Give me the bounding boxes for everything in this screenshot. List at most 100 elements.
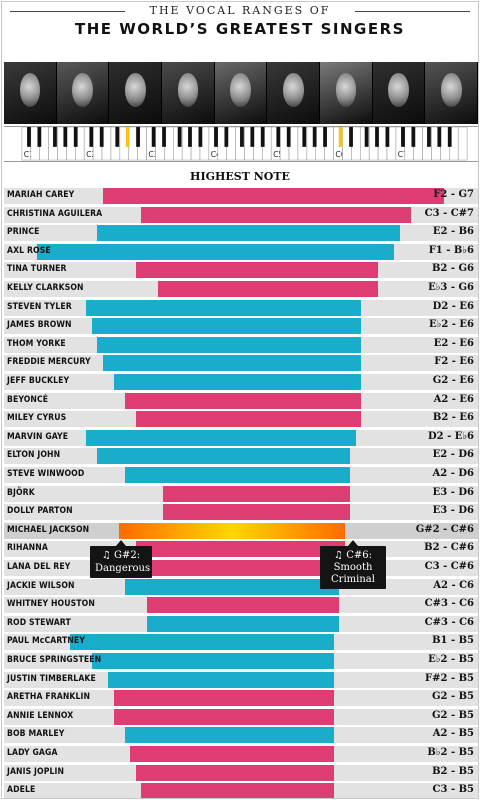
singer-row: MARVIN GAYE D2 - E♭6: [4, 429, 478, 446]
black-key: [37, 127, 42, 147]
row-track-left: [4, 355, 103, 372]
tooltip-note: C#6:: [346, 550, 372, 561]
singer-name: BRUCE SPRINGSTEEN: [7, 655, 102, 665]
black-key: [364, 127, 369, 147]
singer-photo: [425, 62, 478, 124]
range-bar: [130, 746, 334, 762]
row-track-left: [4, 615, 147, 632]
page-title: THE WORLD’S GREATEST SINGERS: [75, 20, 405, 38]
singer-row: STEVEN TYLER D2 - E6: [4, 299, 478, 316]
singer-face: [72, 73, 93, 108]
range-bar: [119, 522, 345, 539]
row-track-right: [377, 262, 478, 279]
range-bar: [146, 597, 339, 614]
singer-name: FREDDIE MERCURY: [7, 357, 91, 368]
range-label: E2 - D6: [432, 449, 474, 461]
black-key: [312, 127, 317, 147]
kicker-rule-left: [10, 11, 125, 12]
row-track-left: [4, 597, 147, 614]
range-label: B2 - G6: [431, 263, 474, 275]
row-track-left: [4, 188, 103, 204]
singer-face: [230, 73, 251, 108]
tooltip-high-note: ♫ C#6: Smooth Criminal: [320, 546, 386, 589]
singer-name: ANNIE LENNOX: [7, 710, 74, 721]
row-track-right: [333, 653, 478, 669]
range-label: F2 - G7: [433, 189, 474, 200]
row-track-left: [4, 764, 136, 781]
tooltip-song: Smooth Criminal: [331, 562, 375, 585]
singer-name: MARIAH CAREY: [7, 190, 75, 200]
range-label: B2 - E6: [432, 412, 474, 424]
row-track-left: [4, 243, 37, 260]
black-key: [401, 127, 405, 147]
row-track-right: [350, 448, 478, 465]
singer-name: STEVE WINWOOD: [7, 469, 85, 479]
row-track-right: [394, 243, 478, 260]
singer-row: FREDDIE MERCURY F2 - E6: [4, 354, 478, 372]
row-track-left: [4, 746, 130, 762]
black-key: [349, 127, 353, 147]
singer-row: MILEY CYRUS B2 - E6: [4, 410, 478, 428]
row-track-right: [333, 783, 478, 798]
black-key: [427, 127, 431, 147]
row-track-left: [4, 727, 125, 744]
singer-photo: [162, 62, 215, 124]
row-track-right: [350, 504, 478, 521]
tooltip-low-arrow: [116, 540, 126, 546]
singer-name: AXL ROSE: [7, 245, 51, 256]
range-label: B♭2 - B5: [427, 747, 474, 758]
singer-row: AXL ROSE F1 - B♭6: [4, 243, 478, 260]
singer-photo: [109, 62, 163, 124]
kicker-title: THE VOCAL RANGES OF: [2, 2, 478, 18]
singer-row: DOLLY PARTON E3 - D6: [4, 503, 478, 521]
row-track-left: [4, 318, 92, 335]
black-key: [286, 127, 291, 147]
range-bar: [124, 467, 350, 483]
highlighted-black-key: [125, 127, 130, 147]
row-track-left: [4, 690, 114, 707]
singer-name: ADELE: [7, 785, 36, 796]
black-key: [250, 127, 255, 147]
black-key: [136, 127, 140, 147]
range-bar: [86, 299, 361, 316]
tooltip-high-arrow: [348, 540, 358, 546]
singer-row: JANIS JOPLIN B2 - B5: [4, 764, 478, 781]
singer-row: JAMES BROWN E♭2 - E6: [4, 317, 478, 335]
range-bar: [69, 634, 334, 651]
singer-photo-strip: [4, 62, 478, 124]
range-label: G2 - E6: [432, 375, 474, 386]
singer-row: KELLY CLARKSON E♭3 - G6: [4, 280, 478, 297]
singer-name: ELTON JOHN: [7, 450, 61, 461]
singer-name: CHRISTINA AGUILERA: [7, 208, 103, 219]
singer-name: BJÖRK: [7, 487, 35, 498]
row-track-right: [361, 318, 478, 335]
range-label: F2 - E6: [434, 356, 474, 368]
singer-name: TINA TURNER: [7, 264, 67, 275]
singer-row: LANA DEL REY C3 - C#6: [4, 559, 478, 576]
piano-keyboard: C1 C2 C3 C4 C5 C6 C7: [4, 126, 478, 162]
range-bar: [91, 653, 334, 669]
range-label: E2 - B6: [432, 226, 474, 238]
singer-name: LADY GAGA: [7, 748, 58, 758]
singer-row: ADELE C3 - B5: [4, 782, 478, 798]
black-key: [99, 127, 104, 147]
octave-label: C3: [148, 150, 158, 159]
octave-label: C5: [273, 150, 283, 159]
singer-name: STEVEN TYLER: [7, 301, 72, 312]
row-track-left: [4, 578, 125, 595]
range-bar: [124, 727, 334, 744]
black-key: [115, 127, 120, 147]
black-key: [53, 127, 57, 147]
row-track-left: [4, 504, 163, 521]
singer-name: THOM YORKE: [7, 338, 66, 349]
singer-face: [19, 73, 41, 108]
black-key: [447, 127, 452, 147]
black-key: [63, 127, 68, 147]
singer-name: MICHAEL JACKSON: [7, 524, 90, 535]
black-key: [188, 127, 192, 147]
range-label: E3 - D6: [432, 486, 474, 498]
row-track-left: [4, 374, 114, 390]
singer-row: BJÖRK E3 - D6: [4, 485, 478, 502]
row-track-left: [4, 225, 97, 242]
